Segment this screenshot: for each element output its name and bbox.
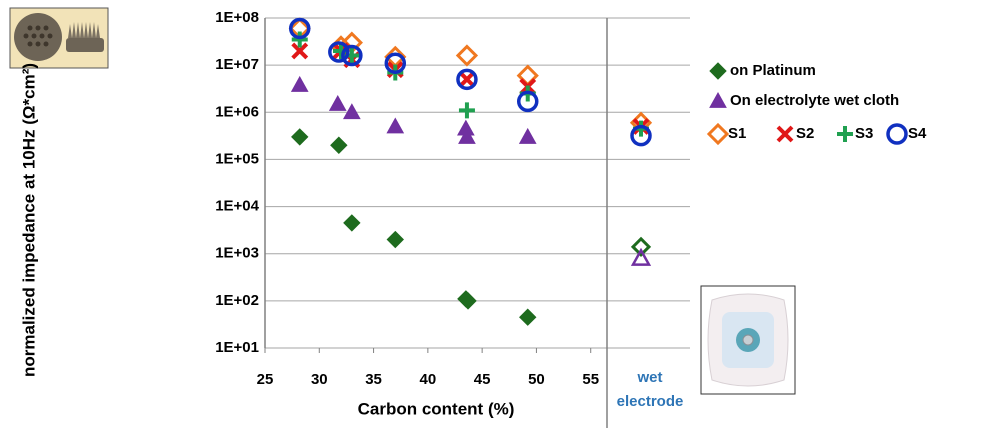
- y-tick-label: 1E+05: [215, 150, 259, 167]
- marker-diamond: [331, 137, 347, 153]
- x-tick-label: 35: [365, 371, 382, 388]
- x-tick-label: 30: [311, 371, 328, 388]
- marker-triangle: [710, 93, 726, 107]
- marker-diamond: [344, 215, 360, 231]
- marker-diamond: [520, 309, 536, 325]
- legend-label: On electrolyte wet cloth: [730, 92, 899, 109]
- page: normalized impedance at 10Hz (Ω*cm²) Car…: [0, 0, 984, 430]
- x-axis-label: Carbon content (%): [358, 399, 515, 418]
- marker-diamond: [292, 129, 308, 145]
- marker-diamond: [387, 232, 403, 248]
- marker-x: [778, 127, 792, 141]
- x-tick-label: 45: [474, 371, 491, 388]
- y-tick-label: 1E+07: [215, 56, 259, 73]
- marker-triangle: [520, 129, 536, 143]
- legend-label: S2: [796, 125, 814, 142]
- marker-triangle: [633, 250, 649, 264]
- y-tick-label: 1E+02: [215, 292, 259, 309]
- marker-diamond: [458, 47, 476, 65]
- wet-electrode-label: wet electrode: [615, 366, 685, 414]
- y-tick-label: 1E+06: [215, 103, 259, 120]
- legend-label: on Platinum: [730, 62, 816, 79]
- y-axis-label: normalized impedance at 10Hz (Ω*cm²): [19, 63, 38, 377]
- marker-plus: [837, 126, 853, 142]
- legend-label: S3: [855, 125, 873, 142]
- marker-x: [460, 72, 474, 86]
- marker-diamond: [710, 63, 726, 79]
- chart: normalized impedance at 10Hz (Ω*cm²) Car…: [0, 0, 984, 430]
- marker-circle: [888, 125, 906, 143]
- y-tick-label: 1E+03: [215, 245, 259, 262]
- marker-diamond: [709, 125, 727, 143]
- electrode-photo: [10, 8, 108, 68]
- legend-label: S4: [908, 125, 927, 142]
- x-tick-label: 25: [257, 371, 274, 388]
- legend-label: S1: [728, 125, 746, 142]
- x-tick-label: 40: [420, 371, 437, 388]
- y-tick-label: 1E+01: [215, 339, 259, 356]
- marker-triangle: [292, 77, 308, 91]
- x-tick-label: 55: [582, 371, 599, 388]
- marker-triangle: [330, 96, 346, 110]
- y-tick-label: 1E+04: [215, 198, 259, 215]
- y-tick-label: 1E+08: [215, 9, 259, 26]
- x-tick-label: 50: [528, 371, 545, 388]
- wet-electrode-photo: [701, 286, 795, 394]
- marker-plus: [459, 102, 475, 118]
- marker-triangle: [344, 104, 360, 118]
- marker-triangle: [387, 118, 403, 132]
